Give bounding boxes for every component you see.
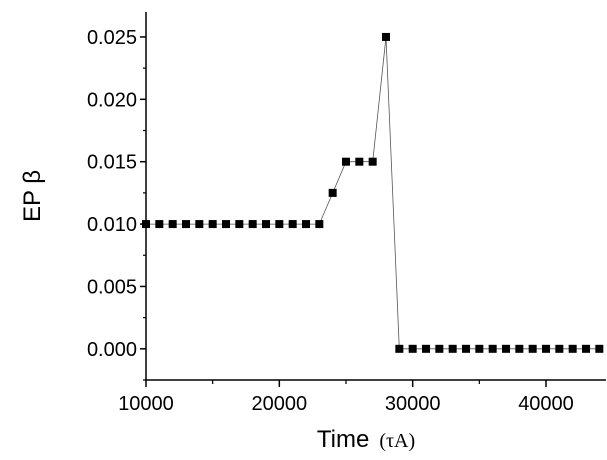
y-tick-label: 0.015 xyxy=(87,152,137,174)
y-tick-label: 0.010 xyxy=(87,214,137,236)
data-point xyxy=(488,344,497,353)
data-point xyxy=(408,344,417,353)
data-point xyxy=(168,220,177,229)
data-point xyxy=(248,220,257,229)
data-point xyxy=(542,344,550,353)
data-point xyxy=(182,220,190,229)
data-point xyxy=(448,344,457,353)
y-tick-label: 0.000 xyxy=(87,339,137,361)
y-axis-title: EP β xyxy=(19,170,46,222)
x-tick-label: 30000 xyxy=(385,393,441,415)
series-1 xyxy=(142,32,604,353)
data-point xyxy=(555,344,564,353)
x-tick-label: 40000 xyxy=(518,393,574,415)
data-point xyxy=(302,220,310,229)
x-tick-label: 20000 xyxy=(252,393,308,415)
data-point xyxy=(208,220,217,229)
data-point xyxy=(502,344,510,353)
data-point xyxy=(368,157,377,166)
data-point xyxy=(595,344,604,353)
y-tick-label: 0.020 xyxy=(87,89,137,111)
data-point xyxy=(382,32,390,41)
data-point xyxy=(475,344,484,353)
x-axis-title-text: Time xyxy=(317,426,369,453)
data-point xyxy=(328,188,337,197)
data-point xyxy=(462,344,470,353)
data-point xyxy=(288,220,297,229)
plot-frame xyxy=(145,12,606,381)
data-point xyxy=(568,344,577,353)
data-point xyxy=(395,344,404,353)
data-point xyxy=(142,220,150,229)
x-axis-title-unit: (τA) xyxy=(379,430,415,452)
data-point xyxy=(582,344,590,353)
x-axis-title: Time (τA) xyxy=(317,426,415,453)
data-point xyxy=(195,220,204,229)
data-point xyxy=(275,220,284,229)
x-axis-ticks: 10000 20000 30000 40000 xyxy=(118,380,574,415)
data-point xyxy=(515,344,524,353)
data-point xyxy=(155,220,164,229)
y-axis-ticks: 0.000 0.005 0.010 0.015 0.020 0.025 xyxy=(87,27,146,381)
data-point xyxy=(355,157,364,166)
x-tick-label: 10000 xyxy=(118,393,174,415)
data-point xyxy=(262,220,270,229)
series-line xyxy=(146,36,600,350)
data-point xyxy=(528,344,537,353)
y-tick-label: 0.005 xyxy=(87,276,137,298)
data-point xyxy=(342,157,350,166)
data-point xyxy=(435,344,444,353)
y-tick-label: 0.025 xyxy=(87,27,137,49)
data-point xyxy=(222,220,230,229)
data-point xyxy=(422,344,430,353)
data-point xyxy=(235,220,244,229)
data-point xyxy=(315,220,324,229)
